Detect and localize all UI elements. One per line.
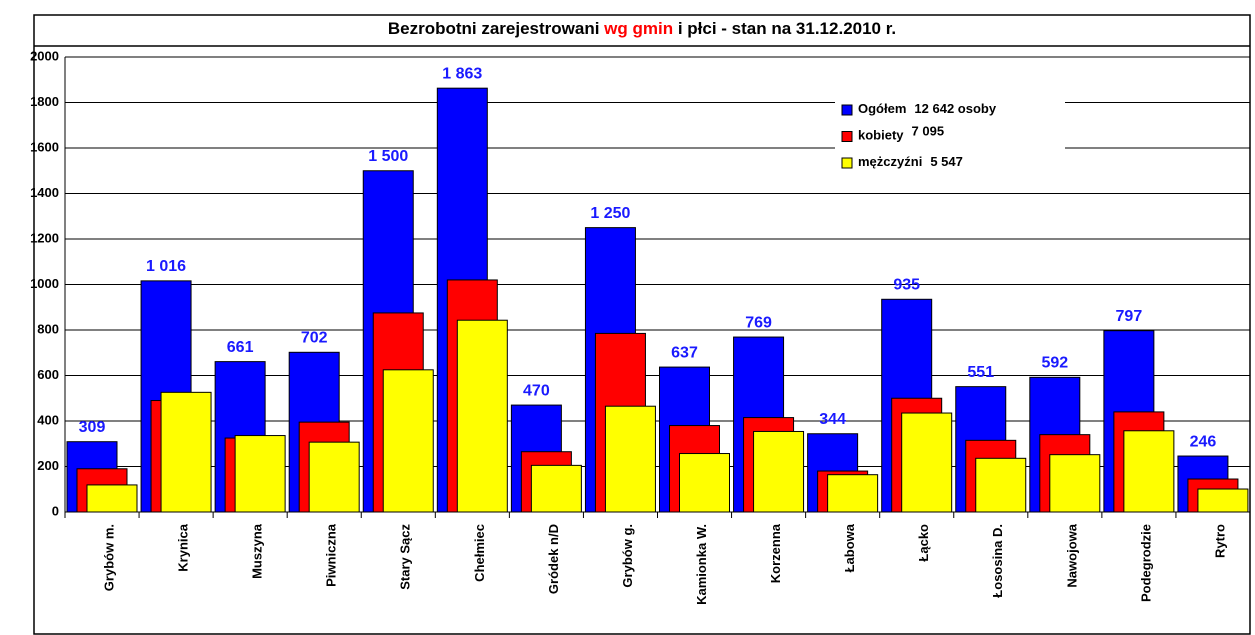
legend-box (835, 96, 1065, 178)
y-tick-label: 1800 (30, 94, 59, 109)
legend-label: Ogółem 12 642 osoby (858, 101, 997, 116)
legend-swatch (841, 104, 853, 116)
value-label: 1 250 (590, 205, 630, 222)
y-tick-label: 200 (37, 458, 59, 473)
value-label: 702 (301, 330, 328, 347)
legend-name: Ogółem (858, 101, 906, 116)
bar (234, 435, 286, 513)
value-label: 246 (1190, 433, 1217, 450)
y-tick-label: 1600 (30, 139, 59, 154)
value-label: 797 (1116, 308, 1143, 325)
bar (456, 319, 508, 513)
value-label: 344 (819, 411, 846, 428)
value-label: 1 863 (442, 65, 482, 82)
y-tick-label: 600 (37, 367, 59, 382)
bar (530, 464, 582, 513)
value-label: 309 (79, 419, 106, 436)
x-tick-label: Nawojowa (1064, 523, 1079, 587)
x-tick-label: Łącko (916, 524, 931, 562)
y-tick-label: 400 (37, 412, 59, 427)
value-label: 1 500 (368, 148, 408, 165)
chart-title: Bezrobotni zarejestrowani wg gmin i płci… (388, 19, 896, 38)
x-tick-label: Rytro (1212, 524, 1227, 558)
value-label: 935 (893, 277, 920, 294)
title-part: i płci - stan na 31.12.2010 r. (673, 19, 896, 38)
legend-total: 12 642 osoby (914, 101, 996, 116)
y-tick-label: 0 (52, 503, 59, 518)
x-tick-label: Krynica (176, 523, 191, 571)
bar (679, 453, 730, 513)
bar (1123, 430, 1175, 513)
legend-name: mężczyźni (858, 154, 922, 169)
bar (827, 474, 879, 513)
bar (160, 391, 212, 513)
value-label: 769 (745, 314, 772, 331)
bar (1197, 488, 1249, 513)
value-label: 470 (523, 382, 550, 399)
x-tick-label: Łososina D. (990, 524, 1005, 598)
legend-label: kobiety 7 095 (858, 124, 944, 143)
y-tick-label: 2000 (30, 48, 59, 63)
legend-total: 5 547 (930, 154, 963, 169)
title-part: Bezrobotni zarejestrowani (388, 19, 604, 38)
legend-swatch (841, 131, 853, 142)
bar (308, 441, 360, 513)
bar (901, 412, 953, 513)
y-tick-label: 800 (37, 321, 59, 336)
x-tick-label: Muszyna (250, 523, 265, 579)
x-tick-label: Stary Sącz (398, 524, 413, 590)
y-tick-label: 1400 (30, 185, 59, 200)
bar (604, 405, 656, 513)
value-label: 592 (1041, 355, 1068, 372)
value-label: 551 (967, 364, 994, 381)
x-tick-label: Grybów m. (101, 524, 116, 591)
bar (1049, 454, 1101, 513)
title-part: wg gmin (603, 19, 673, 38)
x-tick-label: Korzenna (768, 523, 783, 583)
x-tick-label: Łabowa (842, 523, 857, 572)
y-tick-label: 1000 (30, 276, 59, 291)
legend-label: mężczyźni 5 547 (858, 154, 963, 169)
x-tick-label: Podegrodzie (1138, 524, 1153, 602)
value-label: 1 016 (146, 258, 186, 275)
value-label: 661 (227, 339, 254, 356)
legend-total: 7 095 (912, 124, 945, 139)
x-tick-label: Chełmiec (472, 524, 487, 582)
bar (382, 369, 434, 513)
x-tick-label: Gródek n/D (546, 524, 561, 594)
value-label: 637 (671, 344, 698, 361)
legend-swatch (841, 157, 853, 169)
x-tick-label: Piwniczna (324, 523, 339, 587)
x-tick-label: Grybów g. (620, 524, 635, 588)
bar (975, 457, 1027, 513)
y-tick-label: 1200 (30, 230, 59, 245)
bar (86, 484, 138, 513)
x-tick-label: Kamionka W. (694, 524, 709, 605)
legend-name: kobiety (858, 128, 904, 143)
bar (753, 430, 805, 513)
